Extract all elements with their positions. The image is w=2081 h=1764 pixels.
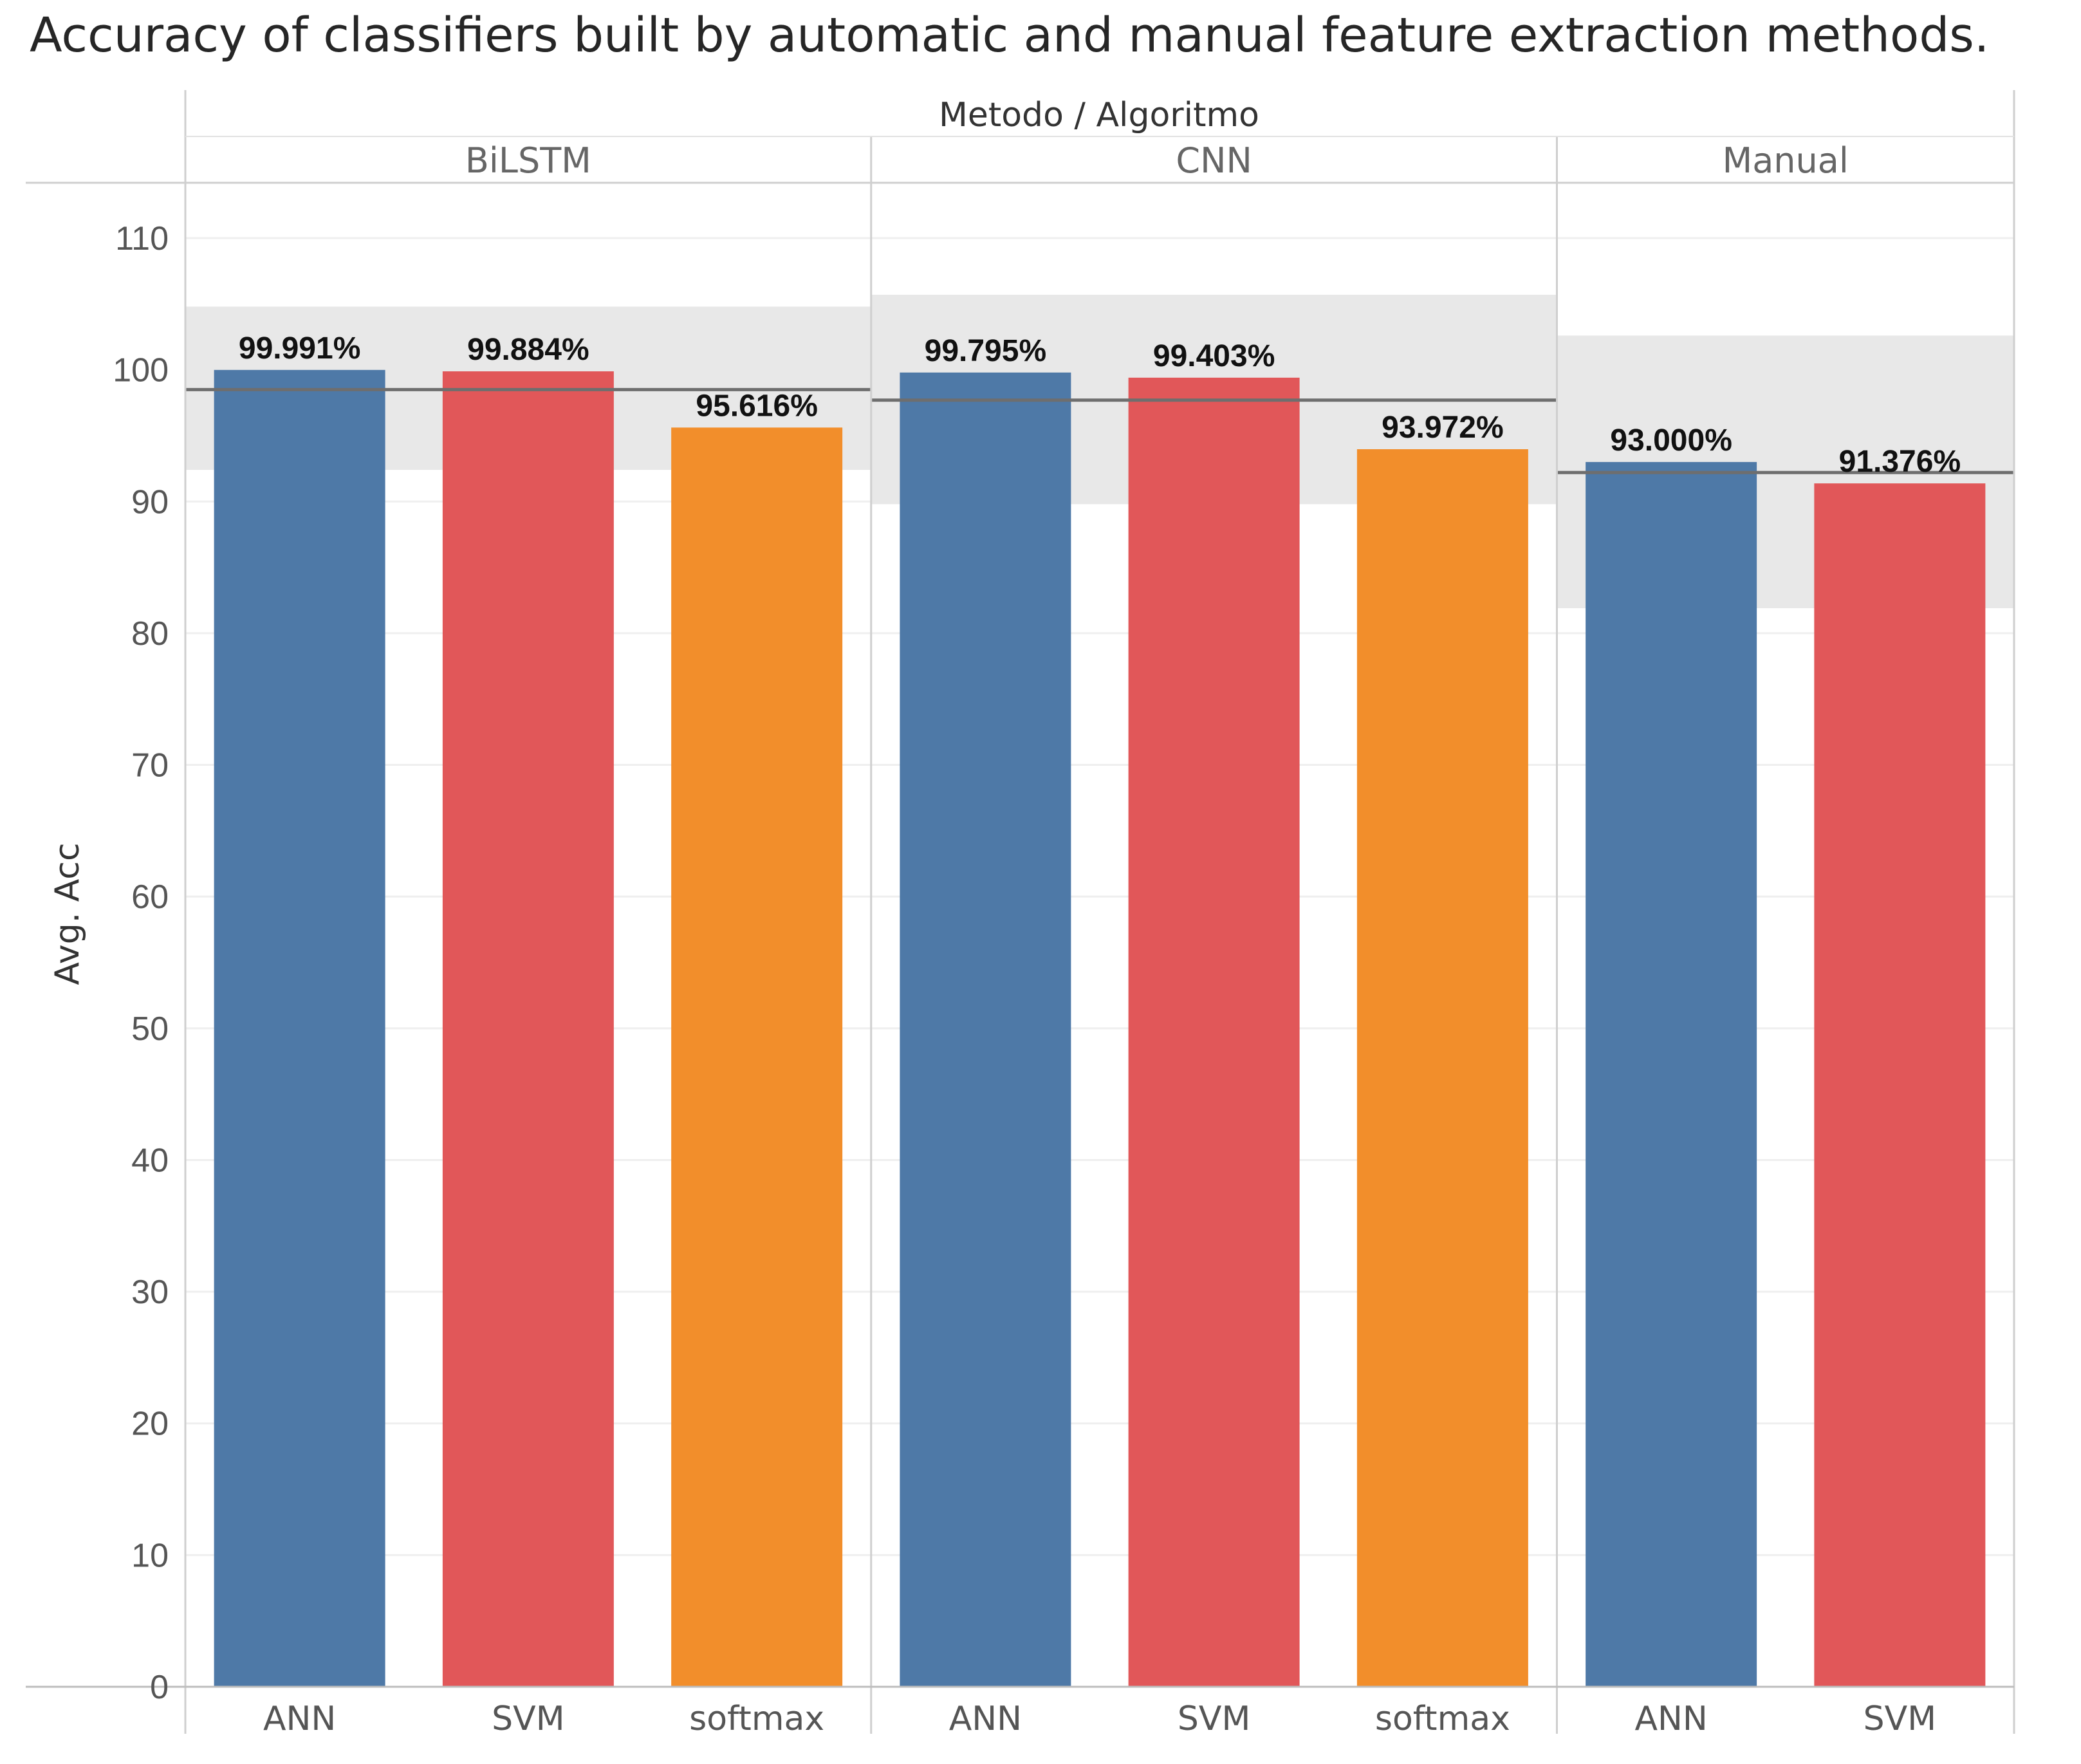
bar-cnn-softmax (1356, 449, 1528, 1687)
data-label: 99.403% (1153, 339, 1275, 373)
bar-cnn-svm (1128, 377, 1300, 1687)
category-label: SVM (492, 1700, 564, 1738)
chart-title: Accuracy of classifiers built by automat… (30, 8, 1989, 63)
y-tick-label: 10 (131, 1537, 169, 1574)
y-tick-label: 100 (113, 352, 169, 389)
bar-bilstm-softmax (671, 427, 843, 1687)
group-label: BiLSTM (465, 140, 591, 181)
data-label: 91.376% (1839, 445, 1961, 479)
category-label: ANN (263, 1700, 336, 1738)
category-label: softmax (689, 1700, 824, 1738)
data-label: 95.616% (696, 389, 818, 423)
y-tick-label: 80 (131, 615, 169, 653)
category-label: ANN (949, 1700, 1022, 1738)
y-tick-label: 50 (131, 1010, 169, 1048)
y-tick-label: 30 (131, 1274, 169, 1311)
bar-bilstm-svm (442, 371, 614, 1687)
frame (26, 90, 2015, 1734)
y-tick-label: 90 (131, 483, 169, 521)
data-label: 99.795% (925, 334, 1047, 368)
y-axis-label: Avg. Acc (48, 842, 87, 985)
category-label: softmax (1375, 1700, 1510, 1738)
data-label: 99.991% (239, 331, 361, 366)
data-label: 99.884% (467, 333, 589, 367)
labels: 0 10 20 30 40 50 60 70 80 90 100 110 99.991% ANN 99.88… (113, 140, 1961, 1738)
y-tick-label: 20 (131, 1406, 169, 1443)
y-tick-label: 0 (150, 1669, 169, 1706)
category-label: SVM (1864, 1700, 1936, 1738)
category-label: SVM (1178, 1700, 1250, 1738)
y-tick-label: 60 (131, 878, 169, 916)
reference-lines (185, 387, 2014, 474)
y-tick-label: 70 (131, 747, 169, 785)
y-tick-label: 40 (131, 1142, 169, 1179)
category-label: ANN (1634, 1700, 1707, 1738)
bar-manual-svm (1814, 483, 1986, 1687)
group-label: CNN (1176, 140, 1252, 181)
y-tick-label: 110 (115, 220, 169, 257)
bar-cnn-ann (900, 372, 1071, 1687)
column-header: Metodo / Algoritmo (939, 96, 1259, 135)
data-label: 93.972% (1382, 411, 1504, 445)
group-label: Manual (1723, 140, 1849, 181)
data-label: 93.000% (1610, 423, 1732, 458)
bar-bilstm-ann (214, 369, 385, 1687)
bars (214, 369, 1986, 1687)
bar-manual-ann (1586, 461, 1757, 1687)
